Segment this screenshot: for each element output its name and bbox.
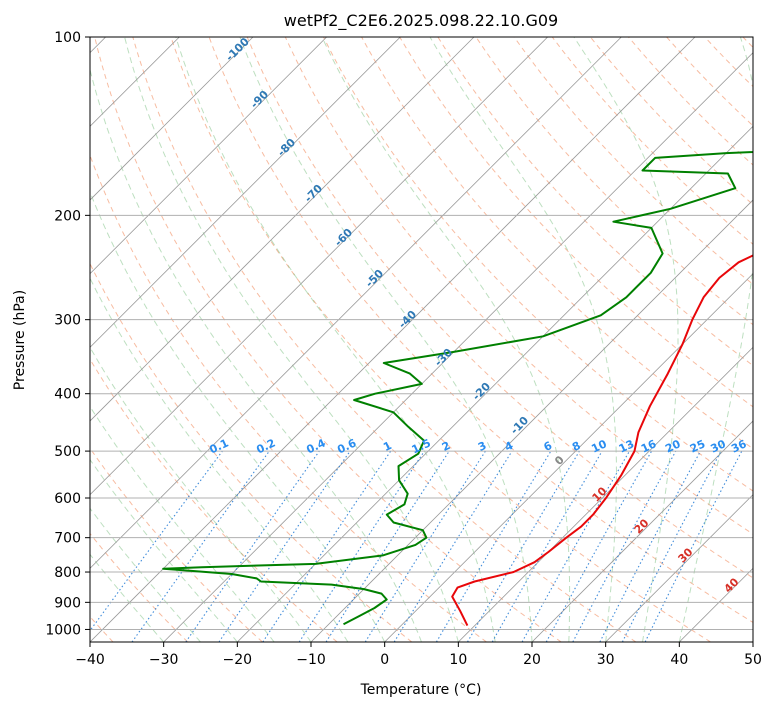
x-axis-label: Temperature (°C) bbox=[360, 682, 482, 698]
moist-adiabat bbox=[90, 553, 165, 642]
y-tick-label: 200 bbox=[54, 208, 81, 224]
dry-adiabat bbox=[90, 262, 413, 642]
moist-adiabat bbox=[429, 37, 617, 642]
temperature-profile bbox=[451, 254, 753, 627]
isotherm bbox=[90, 37, 696, 642]
moist-adiabat bbox=[124, 37, 459, 642]
dry-adiabat bbox=[361, 37, 753, 450]
x-tick-label: 0 bbox=[380, 652, 389, 668]
mixing-ratio-line bbox=[521, 450, 630, 642]
dry-adiabat bbox=[132, 37, 637, 642]
moist-adiabat bbox=[90, 67, 422, 642]
dry-adiabat bbox=[208, 37, 753, 624]
moist-adiabat bbox=[90, 458, 238, 642]
x-axis: −40 −30 −20 −10 0 10 20 30 40 50 bbox=[75, 642, 762, 668]
y-tick-label: 700 bbox=[54, 531, 81, 547]
x-tick-label: −10 bbox=[296, 652, 326, 668]
dry-adiabat bbox=[170, 37, 711, 642]
mixing-ratio-line bbox=[218, 450, 351, 642]
y-tick-label: 600 bbox=[54, 491, 81, 507]
mixing-ratio-label: 16 bbox=[639, 437, 659, 455]
mixing-ratio-line bbox=[325, 450, 450, 642]
mixing-ratio-label: 20 bbox=[663, 437, 683, 455]
isotherm bbox=[90, 37, 254, 201]
moist-adiabat bbox=[90, 190, 386, 642]
isotherm bbox=[90, 37, 548, 496]
moist-adiabat bbox=[90, 507, 201, 642]
isotherm bbox=[90, 37, 327, 275]
isotherm bbox=[531, 420, 753, 642]
x-tick-label: 50 bbox=[744, 652, 762, 668]
mixing-ratio-label: 36 bbox=[729, 437, 749, 455]
dry-adiabat bbox=[90, 358, 338, 642]
isotherm bbox=[90, 37, 401, 348]
moist-adiabat bbox=[239, 37, 533, 642]
moist-adiabat bbox=[90, 277, 349, 642]
y-tick-label: 800 bbox=[54, 565, 81, 581]
dry-adiabat bbox=[94, 37, 562, 642]
y-axis: 1000 900 800 700 600 500 400 300 200 100 bbox=[45, 30, 90, 638]
x-tick-label: 40 bbox=[670, 652, 688, 668]
dry-adiabat bbox=[284, 37, 753, 535]
mixing-ratio-line bbox=[644, 450, 743, 642]
mixing-ratio-lines bbox=[90, 450, 743, 642]
dry-adiabat bbox=[90, 532, 189, 642]
mixing-ratio-label: 13 bbox=[617, 437, 636, 455]
x-tick-label: −20 bbox=[223, 652, 253, 668]
y-tick-label: 100 bbox=[54, 30, 81, 46]
moist-adiabat bbox=[321, 37, 571, 642]
mixing-ratio-line bbox=[131, 450, 270, 642]
dry-adiabat bbox=[246, 37, 753, 579]
plot-frame bbox=[89, 36, 754, 643]
isotherm bbox=[458, 346, 753, 642]
dry-adiabat bbox=[90, 447, 263, 642]
y-tick-label: 1000 bbox=[45, 622, 81, 638]
mixing-ratio-line bbox=[393, 450, 513, 642]
isotherm bbox=[90, 37, 622, 569]
x-tick-label: −40 bbox=[75, 652, 105, 668]
mixing-ratio-line bbox=[262, 450, 392, 642]
isotherm bbox=[605, 494, 753, 642]
mixing-ratio-line bbox=[185, 450, 320, 642]
isotherm bbox=[163, 52, 753, 642]
mixing-ratio-line bbox=[545, 450, 653, 642]
moist-adiabat bbox=[573, 37, 679, 642]
chart-title: wetPf2_C2E6.2025.098.22.10.G09 bbox=[284, 11, 558, 31]
mixing-ratio-line bbox=[90, 450, 223, 632]
y-tick-label: 900 bbox=[54, 595, 81, 611]
dry-adiabat bbox=[513, 37, 753, 285]
dry-adiabat bbox=[399, 37, 753, 408]
moist-adiabat bbox=[678, 37, 753, 642]
x-tick-label: 10 bbox=[449, 652, 467, 668]
x-tick-label: −30 bbox=[149, 652, 179, 668]
mixing-ratio-label: 25 bbox=[688, 437, 707, 455]
isotherms bbox=[90, 37, 753, 642]
y-tick-label: 300 bbox=[54, 313, 81, 329]
y-axis-label: Pressure (hPa) bbox=[12, 290, 28, 390]
moist-adiabat bbox=[175, 37, 496, 642]
x-tick-label: 20 bbox=[523, 652, 541, 668]
isotherm bbox=[384, 273, 753, 642]
isotherm bbox=[237, 125, 753, 642]
x-tick-label: 30 bbox=[597, 652, 615, 668]
mixing-ratio-label: 10 bbox=[589, 437, 609, 455]
dry-adiabat bbox=[90, 154, 487, 642]
moist-adiabat bbox=[90, 405, 275, 642]
mixing-ratio-label: 30 bbox=[708, 437, 728, 455]
y-tick-label: 400 bbox=[54, 387, 81, 403]
isotherm bbox=[90, 37, 475, 422]
y-tick-label: 500 bbox=[54, 444, 81, 460]
mixing-ratio-line bbox=[572, 450, 677, 642]
dry-adiabats bbox=[90, 37, 753, 642]
mixing-ratio-line bbox=[298, 450, 425, 642]
isotherm bbox=[310, 199, 753, 642]
dewpoint-profile bbox=[162, 150, 753, 626]
